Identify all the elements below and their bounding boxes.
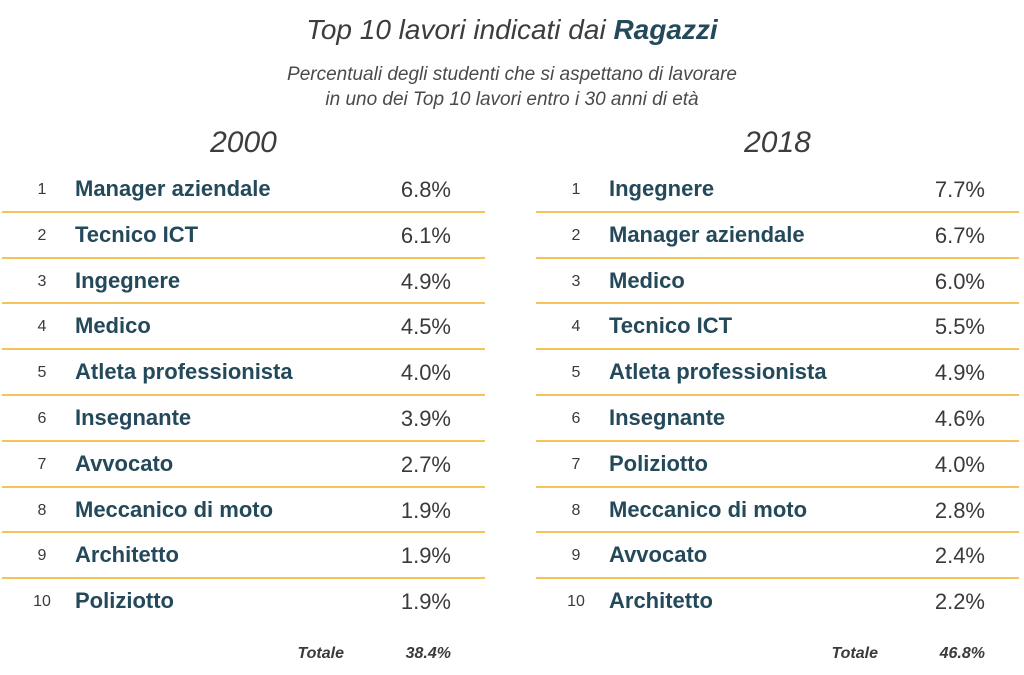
job-name: Tecnico ICT [75,221,199,247]
job-name: Meccanico di moto [75,496,274,522]
table-row: 10 Architetto 2.2% [536,579,1019,625]
table-row: 8 Meccanico di moto 2.8% [536,488,1019,534]
job-name: Avvocato [75,450,174,476]
rank-number: 7 [37,455,47,473]
job-name: Medico [609,267,685,293]
table-row: 9 Avvocato 2.4% [536,533,1019,580]
job-percent: 2.8% [934,497,985,523]
job-name: Poliziotto [609,450,708,476]
rank-number: 2 [37,226,47,244]
job-percent: 3.9% [400,405,451,431]
rank-number: 8 [571,501,581,519]
chart-title: Top 10 lavori indicati dai Ragazzi [0,14,1024,46]
job-percent: 2.7% [400,451,451,477]
rank-number: 7 [571,455,581,473]
job-name: Architetto [609,588,713,614]
job-percent: 2.4% [934,543,985,569]
table-row: 4 Medico 4.5% [2,304,485,351]
chart-title-accent: Ragazzi [613,14,718,45]
job-name: Atleta professionista [609,359,827,385]
job-name: Manager aziendale [609,221,805,247]
rank-number: 9 [571,547,581,565]
table-row: 3 Medico 6.0% [536,259,1019,305]
job-name: Medico [75,313,151,339]
job-name: Avvocato [609,542,708,568]
job-percent: 4.0% [400,360,451,386]
job-name: Ingegnere [75,267,181,293]
job-name: Meccanico di moto [609,496,808,522]
rank-number: 1 [37,181,47,198]
table-row: 6 Insegnante 4.6% [536,396,1019,442]
job-name: Insegnante [609,404,726,430]
total-label: Totale [831,645,878,662]
job-percent: 5.5% [934,314,985,340]
rank-number: 1 [571,181,581,198]
table-row: 5 Atleta professionista 4.9% [536,350,1019,396]
job-percent: 4.9% [934,360,985,386]
job-percent: 1.9% [400,543,451,569]
rank-number: 3 [37,272,47,290]
table-row: 6 Insegnante 3.9% [2,396,485,442]
rank-number: 10 [567,593,585,611]
job-percent: 4.0% [934,451,985,477]
rank-number: 6 [571,409,581,427]
rank-number: 3 [571,272,581,290]
rank-number: 5 [37,364,47,382]
job-name: Manager aziendale [75,176,271,201]
table-row: 10 Poliziotto 1.9% [2,579,485,625]
job-name: Insegnante [75,404,192,430]
chart-title-prefix: Top 10 lavori indicati dai [306,14,614,45]
table-row: 2 Manager aziendale 6.7% [536,213,1019,259]
job-percent: 4.9% [400,268,451,294]
table-2018: 2018 1 Ingegnere 7.7% 2 Manager aziendale 6.7… [536,0,1019,675]
table-row: 1 Manager aziendale 6.8% [2,167,485,213]
job-percent: 4.6% [934,405,985,431]
job-percent: 6.8% [400,177,451,202]
table-row: 9 Architetto 1.9% [2,533,485,580]
rank-number: 9 [37,547,47,565]
rank-number: 5 [571,364,581,382]
table-2000: 2000 1 Manager aziendale 6.8% 2 Tecnico ICT 6… [2,0,485,675]
job-name: Atleta professionista [75,359,293,385]
job-percent: 1.9% [400,589,451,615]
rank-number: 4 [37,318,47,336]
table-row: 7 Poliziotto 4.0% [536,442,1019,488]
job-name: Poliziotto [75,588,174,614]
subtitle-line-2: in uno dei Top 10 lavori entro i 30 anni… [325,89,699,110]
table-row: 3 Ingegnere 4.9% [2,259,485,305]
total-value: 46.8% [939,645,985,662]
table-row: 2 Tecnico ICT 6.1% [2,213,485,259]
year-heading: 2018 [744,126,811,159]
rank-number: 2 [571,226,581,244]
job-percent: 1.9% [400,497,451,523]
rank-number: 6 [37,409,47,427]
job-percent: 6.7% [934,222,985,248]
rank-number: 4 [571,318,581,336]
ranking-list: 1 Manager aziendale 6.8% 2 Tecnico ICT 6.1% 3 I… [2,167,485,625]
year-heading: 2000 [210,126,277,159]
total-value: 38.4% [405,645,451,662]
job-name: Ingegnere [609,176,715,201]
job-percent: 2.2% [934,589,985,615]
table-row: 4 Tecnico ICT 5.5% [536,304,1019,351]
job-percent: 4.5% [400,314,451,340]
rank-number: 10 [33,593,51,611]
rank-number: 8 [37,501,47,519]
table-row: 8 Meccanico di moto 1.9% [2,488,485,534]
job-name: Architetto [75,542,179,568]
table-row: 1 Ingegnere 7.7% [536,167,1019,213]
total-label: Totale [297,645,344,662]
table-row: 7 Avvocato 2.7% [2,442,485,488]
job-name: Tecnico ICT [609,313,733,339]
table-row: 5 Atleta professionista 4.0% [2,350,485,396]
job-percent: 7.7% [934,177,985,202]
job-percent: 6.0% [934,268,985,294]
chart-subtitle: Percentuali degli studenti che si aspett… [0,62,1024,112]
subtitle-line-1: Percentuali degli studenti che si aspett… [287,64,737,85]
job-percent: 6.1% [400,222,451,248]
ranking-list: 1 Ingegnere 7.7% 2 Manager aziendale 6.7% 3 Med… [536,167,1019,625]
